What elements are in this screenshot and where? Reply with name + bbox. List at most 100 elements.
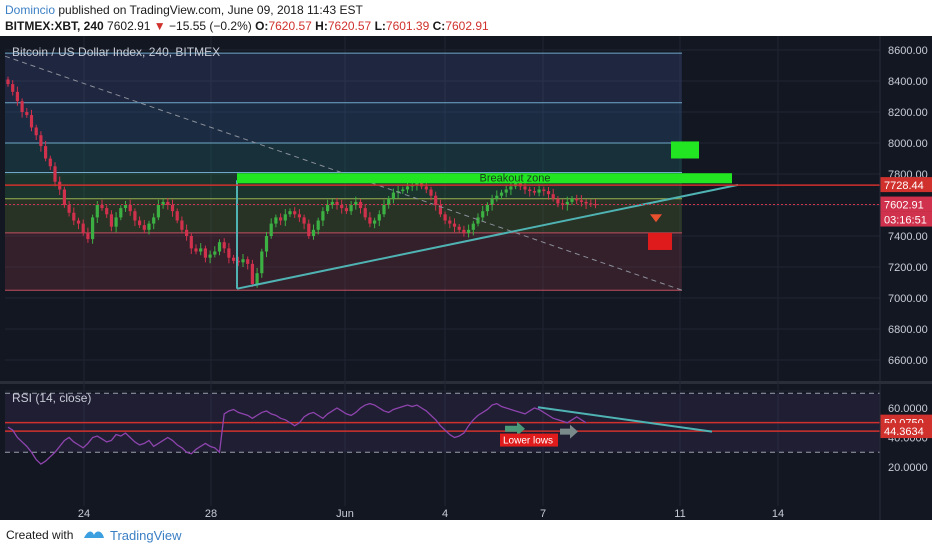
- candle-body: [255, 273, 259, 285]
- candle-body: [180, 220, 184, 230]
- last-price-tag-bg: [880, 196, 932, 212]
- candle-body: [377, 214, 381, 221]
- close-label: C:: [432, 19, 446, 33]
- candle-body: [382, 205, 386, 215]
- candle-body: [236, 260, 240, 263]
- zone-layer: [0, 381, 932, 384]
- fib-zone: [5, 53, 682, 103]
- candle-body: [128, 205, 132, 212]
- candle-body: [142, 225, 146, 230]
- high-label: H:: [315, 19, 328, 33]
- candle-body: [368, 217, 372, 224]
- candle-body: [95, 205, 99, 218]
- down-arrow-icon: [650, 214, 662, 223]
- candle-body: [114, 217, 118, 227]
- lower-lows-bg: [500, 433, 558, 447]
- candle-body: [274, 217, 278, 224]
- candle-body: [6, 79, 10, 85]
- candle-body: [570, 198, 574, 202]
- candle-body: [490, 198, 494, 205]
- candle-body: [208, 254, 212, 258]
- chart-canvas[interactable]: Breakout zone Lower lows 8600.00 8400.00 8…: [0, 36, 932, 520]
- time-tick-label: Jun: [336, 508, 354, 520]
- price-tick-label: 7400.00: [888, 231, 928, 243]
- rsi-level-tag-bg: [880, 423, 932, 439]
- candle-body: [138, 220, 142, 226]
- created-with-label: Created with: [6, 528, 74, 542]
- candle-body: [434, 195, 438, 205]
- candle-body: [429, 189, 433, 196]
- price-axis[interactable]: 8600.008400.008200.008000.007800.007600.…: [880, 45, 932, 474]
- candle-body: [467, 229, 471, 233]
- candle-body: [293, 211, 297, 215]
- rsi-pane[interactable]: Lower lows: [5, 392, 880, 465]
- bearish-target-box: [648, 232, 672, 250]
- ohlc-line: BITMEX:XBT, 240 7602.91 ▼ −15.55 (−0.2%)…: [5, 19, 489, 33]
- candle-body: [438, 205, 442, 215]
- candle-body: [424, 186, 428, 190]
- candle-body: [283, 214, 287, 221]
- chart-title: Bitcoin / US Dollar Index, 240, BITMEX: [12, 45, 220, 59]
- candle-body: [194, 248, 198, 252]
- candle-body: [457, 226, 461, 230]
- grid: [5, 36, 880, 506]
- candle-body: [260, 251, 264, 274]
- price-tick-label: 8600.00: [888, 45, 928, 57]
- candle-body: [593, 204, 598, 206]
- last-price-tag: 7602.91: [884, 200, 924, 212]
- candle-body: [100, 205, 104, 209]
- candle-body: [232, 257, 236, 261]
- candle-body: [161, 201, 165, 205]
- open-label: O:: [255, 19, 269, 33]
- candle-body: [152, 217, 156, 224]
- candle-body: [203, 248, 207, 258]
- candle-body: [29, 115, 34, 128]
- fib-zones: [5, 52, 682, 291]
- symbol-label: BITMEX:XBT, 240: [5, 19, 104, 33]
- candle-body: [462, 229, 466, 233]
- candle-body: [227, 248, 231, 258]
- author-link[interactable]: Domincio: [5, 3, 56, 17]
- high-value: 7620.57: [327, 19, 372, 33]
- candle-body: [311, 229, 316, 236]
- price-tick-label: 8000.00: [888, 138, 928, 150]
- candle-body: [452, 223, 457, 227]
- time-tick-label: 7: [540, 508, 546, 520]
- candle-body: [542, 189, 546, 192]
- candle-body: [321, 211, 325, 221]
- rsi-level-tag: 44.3634: [884, 426, 924, 438]
- candle-body: [119, 208, 123, 218]
- countdown-tag: 03:16:51: [884, 215, 927, 227]
- fib-zone: [5, 143, 682, 173]
- candle-body: [109, 214, 113, 227]
- price-tick-label: 6800.00: [888, 324, 928, 336]
- candle-body: [48, 158, 52, 167]
- last-price: 7602.91: [107, 19, 151, 33]
- candle-body: [373, 220, 377, 224]
- open-value: 7620.57: [268, 19, 312, 33]
- candle-body: [330, 201, 334, 205]
- candle-body: [246, 259, 250, 264]
- time-axis[interactable]: 24 28 Jun 4 7 11 14: [0, 36, 932, 520]
- candle-body: [363, 208, 367, 218]
- candles[interactable]: [6, 76, 598, 288]
- pane-separator: [0, 381, 932, 384]
- candle-body: [302, 217, 306, 224]
- price-tick-label: 7000.00: [888, 293, 928, 305]
- drawings[interactable]: Breakout zone: [4, 55, 880, 291]
- candle-body: [575, 198, 579, 201]
- candle-body: [264, 236, 269, 252]
- fib-zone: [5, 232, 682, 291]
- candle-body: [279, 217, 283, 221]
- candle-body: [448, 220, 452, 224]
- rsi-tick-label: 60.0000: [888, 403, 928, 415]
- candle-body: [123, 205, 128, 209]
- candle-body: [344, 208, 348, 212]
- candle-body: [91, 217, 95, 240]
- candle-body: [86, 232, 90, 240]
- publish-info: published on TradingView.com, June 09, 2…: [58, 3, 363, 17]
- candle-body: [53, 166, 57, 182]
- tradingview-brand[interactable]: TradingView: [110, 528, 182, 543]
- candle-body: [401, 189, 405, 192]
- candle-body: [297, 214, 301, 218]
